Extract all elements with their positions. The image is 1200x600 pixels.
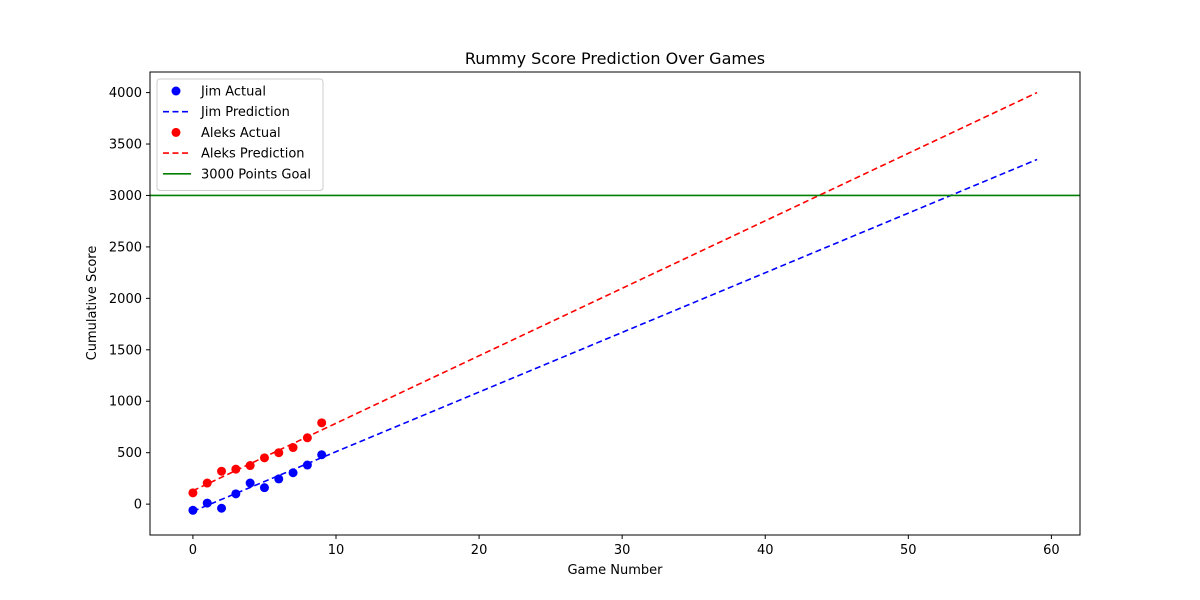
jim-actual-point (259, 483, 269, 493)
plot-area (150, 91, 1080, 515)
plot-frame (149, 71, 1081, 536)
y-tick-label: 3500 (109, 138, 142, 153)
aleks-actual-point (317, 418, 327, 428)
x-tick-label: 0 (189, 543, 197, 558)
y-tick-label: 1500 (109, 343, 142, 358)
legend-marker-jim-actual (171, 86, 181, 96)
y-tick-label: 0 (134, 498, 142, 513)
plot-clip-group (150, 91, 1080, 515)
aleks-actual-point (231, 464, 241, 474)
aleks-actual-point (245, 461, 255, 471)
jim-actual-point (274, 474, 284, 484)
jim-actual-point (317, 450, 327, 460)
legend: Jim Actual Jim Prediction Aleks Actual Alek… (156, 78, 324, 191)
aleks-actual-point (302, 433, 312, 443)
aleks-actual-point (202, 478, 212, 488)
jim-actual-point (231, 489, 241, 499)
aleks-actual-point (259, 453, 269, 463)
legend-marker-aleks-actual (171, 127, 181, 137)
y-tick-label: 3000 (109, 189, 142, 204)
y-tick-label: 2500 (109, 240, 142, 255)
y-tick-label: 1000 (109, 395, 142, 410)
chart-title: Rummy Score Prediction Over Games (465, 49, 765, 68)
jim-actual-point (302, 460, 312, 470)
x-tick-label: 30 (614, 543, 631, 558)
y-tick-label: 500 (117, 446, 142, 461)
jim-actual-point (288, 468, 298, 478)
x-tick-label: 20 (471, 543, 488, 558)
aleks-actual-point (274, 448, 284, 458)
jim-prediction-line (192, 158, 1038, 513)
jim-actual-point (202, 498, 212, 508)
aleks-actual-point (217, 466, 227, 476)
y-tick-label: 4000 (109, 86, 142, 101)
x-tick-label: 10 (328, 543, 345, 558)
y-axis-title: Cumulative Score (85, 246, 100, 361)
legend-box (156, 78, 324, 191)
axes: 0 10 20 30 40 50 60 0 500 1000 1500 2000 2500 3000 350… (109, 71, 1081, 558)
x-axis-title: Game Number (567, 563, 663, 578)
jim-actual-point (217, 503, 227, 513)
legend-label-jim-prediction: Jim Prediction (200, 105, 290, 120)
x-tick-label: 60 (1043, 543, 1060, 558)
x-tick-label: 50 (900, 543, 917, 558)
aleks-actual-point (288, 443, 298, 453)
y-tick-label: 2000 (109, 292, 142, 307)
legend-label-jim-actual: Jim Actual (200, 85, 266, 100)
legend-label-3000-points-goal: 3000 Points Goal (201, 167, 311, 182)
legend-label-aleks-prediction: Aleks Prediction (201, 147, 305, 162)
legend-label-aleks-actual: Aleks Actual (201, 126, 281, 141)
jim-actual-point (188, 505, 198, 515)
aleks-actual-point (188, 488, 198, 498)
x-tick-label: 40 (757, 543, 774, 558)
aleks-prediction-line (192, 91, 1038, 492)
jim-actual-point (245, 478, 255, 488)
